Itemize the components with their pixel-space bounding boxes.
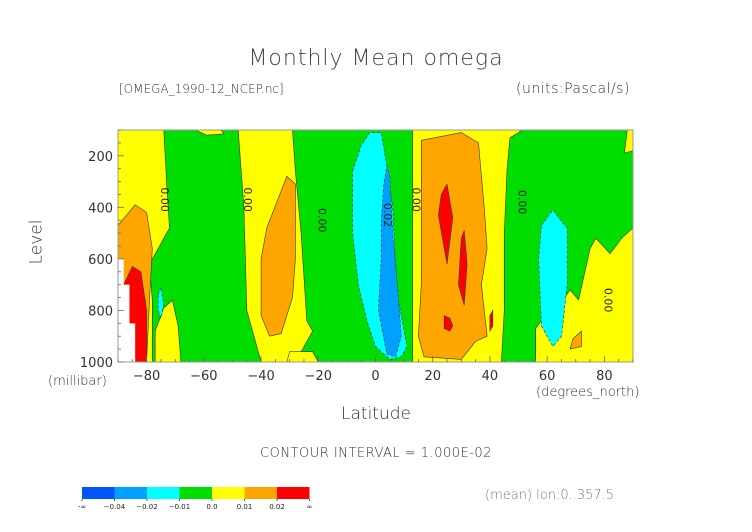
region-red-tropics-b	[458, 230, 468, 306]
colorbar-swatch	[212, 487, 245, 499]
colorbar-label: 0.01	[237, 503, 253, 511]
colorbar-label: −0.01	[169, 503, 190, 511]
region-orange-south-30	[260, 175, 296, 337]
contour-labels: 0.00 0.00 0.00 0.02 0.00 0.00 0.00	[158, 187, 614, 312]
contour-label: 0.00	[315, 208, 328, 233]
y-tick-label: 400	[88, 201, 113, 216]
region-blue-equator	[378, 166, 402, 358]
x-tick-label: −20	[305, 369, 332, 384]
contour-regions	[118, 130, 633, 362]
x-axis-units: (degrees_north)	[536, 385, 640, 400]
region-yellow-south-cap	[195, 130, 225, 136]
units-label: (units:Pascal/s)	[516, 81, 630, 97]
colorbar-label: -∞	[78, 503, 86, 511]
region-red-tropics-a	[438, 183, 454, 265]
x-tick-label: −40	[247, 369, 274, 384]
region-orange-tropics	[418, 132, 488, 360]
file-label: [OMEGA_1990-12_NCEP.nc]	[119, 82, 284, 96]
contour-label: 0.00	[158, 187, 171, 212]
contour-label: 0.00	[601, 288, 614, 313]
x-tick-label: 60	[539, 369, 556, 384]
contour-label: 0.00	[516, 190, 529, 215]
region-yellow-north-cap	[624, 130, 633, 154]
colorbar-swatch	[82, 487, 115, 499]
y-tick-label: 800	[88, 304, 113, 319]
region-cyan-north-60	[538, 209, 568, 348]
x-axis-ticks: −80 −60 −40 −20 0 20 40 60 80	[117, 356, 634, 384]
colorbar-label: 0.02	[269, 503, 285, 511]
x-tick-label: 20	[424, 369, 441, 384]
x-tick-label: −60	[190, 369, 217, 384]
region-red-tropics-d	[489, 309, 494, 333]
colorbar-swatch	[244, 487, 277, 499]
region-red-tropics-c	[443, 315, 454, 332]
x-tick-label: 80	[596, 369, 613, 384]
colorbar-label: −0.02	[136, 503, 157, 511]
region-cyan-south-polar	[157, 287, 165, 320]
missing-data-region	[118, 258, 136, 362]
y-tick-label: 1000	[80, 356, 113, 371]
colorbar-label: ∞	[307, 503, 313, 511]
colorbar-swatch	[179, 487, 212, 499]
contour-label: 0.02	[381, 203, 394, 228]
contour-interval-label: CONTOUR INTERVAL = 1.000E-02	[260, 446, 492, 461]
contour-label: 0.00	[241, 187, 254, 212]
contour-label: 0.00	[410, 187, 423, 212]
x-axis-label: Latitude	[341, 404, 411, 424]
y-tick-label: 200	[88, 150, 113, 165]
y-axis-ticks: 200 400 600 800 1000	[80, 129, 124, 371]
x-tick-label: 40	[482, 369, 499, 384]
x-tick-label: −80	[133, 369, 160, 384]
y-axis-units: (millibar)	[48, 374, 107, 389]
colorbar-swatch	[277, 487, 310, 499]
colorbar-label: 0.0	[206, 503, 217, 511]
region-yellow-south-20b	[286, 351, 319, 362]
colorbar: -∞ −0.04 −0.02 −0.01 0.0 0.01 0.02 ∞	[78, 487, 313, 511]
y-tick-label: 600	[88, 253, 113, 268]
x-tick-label: 0	[371, 369, 379, 384]
colorbar-swatch	[147, 487, 180, 499]
region-orange-north-72	[569, 330, 582, 350]
colorbar-swatch	[114, 487, 147, 499]
chart-title: Monthly Mean omega	[248, 46, 504, 71]
mean-label: (mean) lon:0..357.5	[485, 488, 615, 503]
colorbar-label: −0.04	[104, 503, 126, 511]
